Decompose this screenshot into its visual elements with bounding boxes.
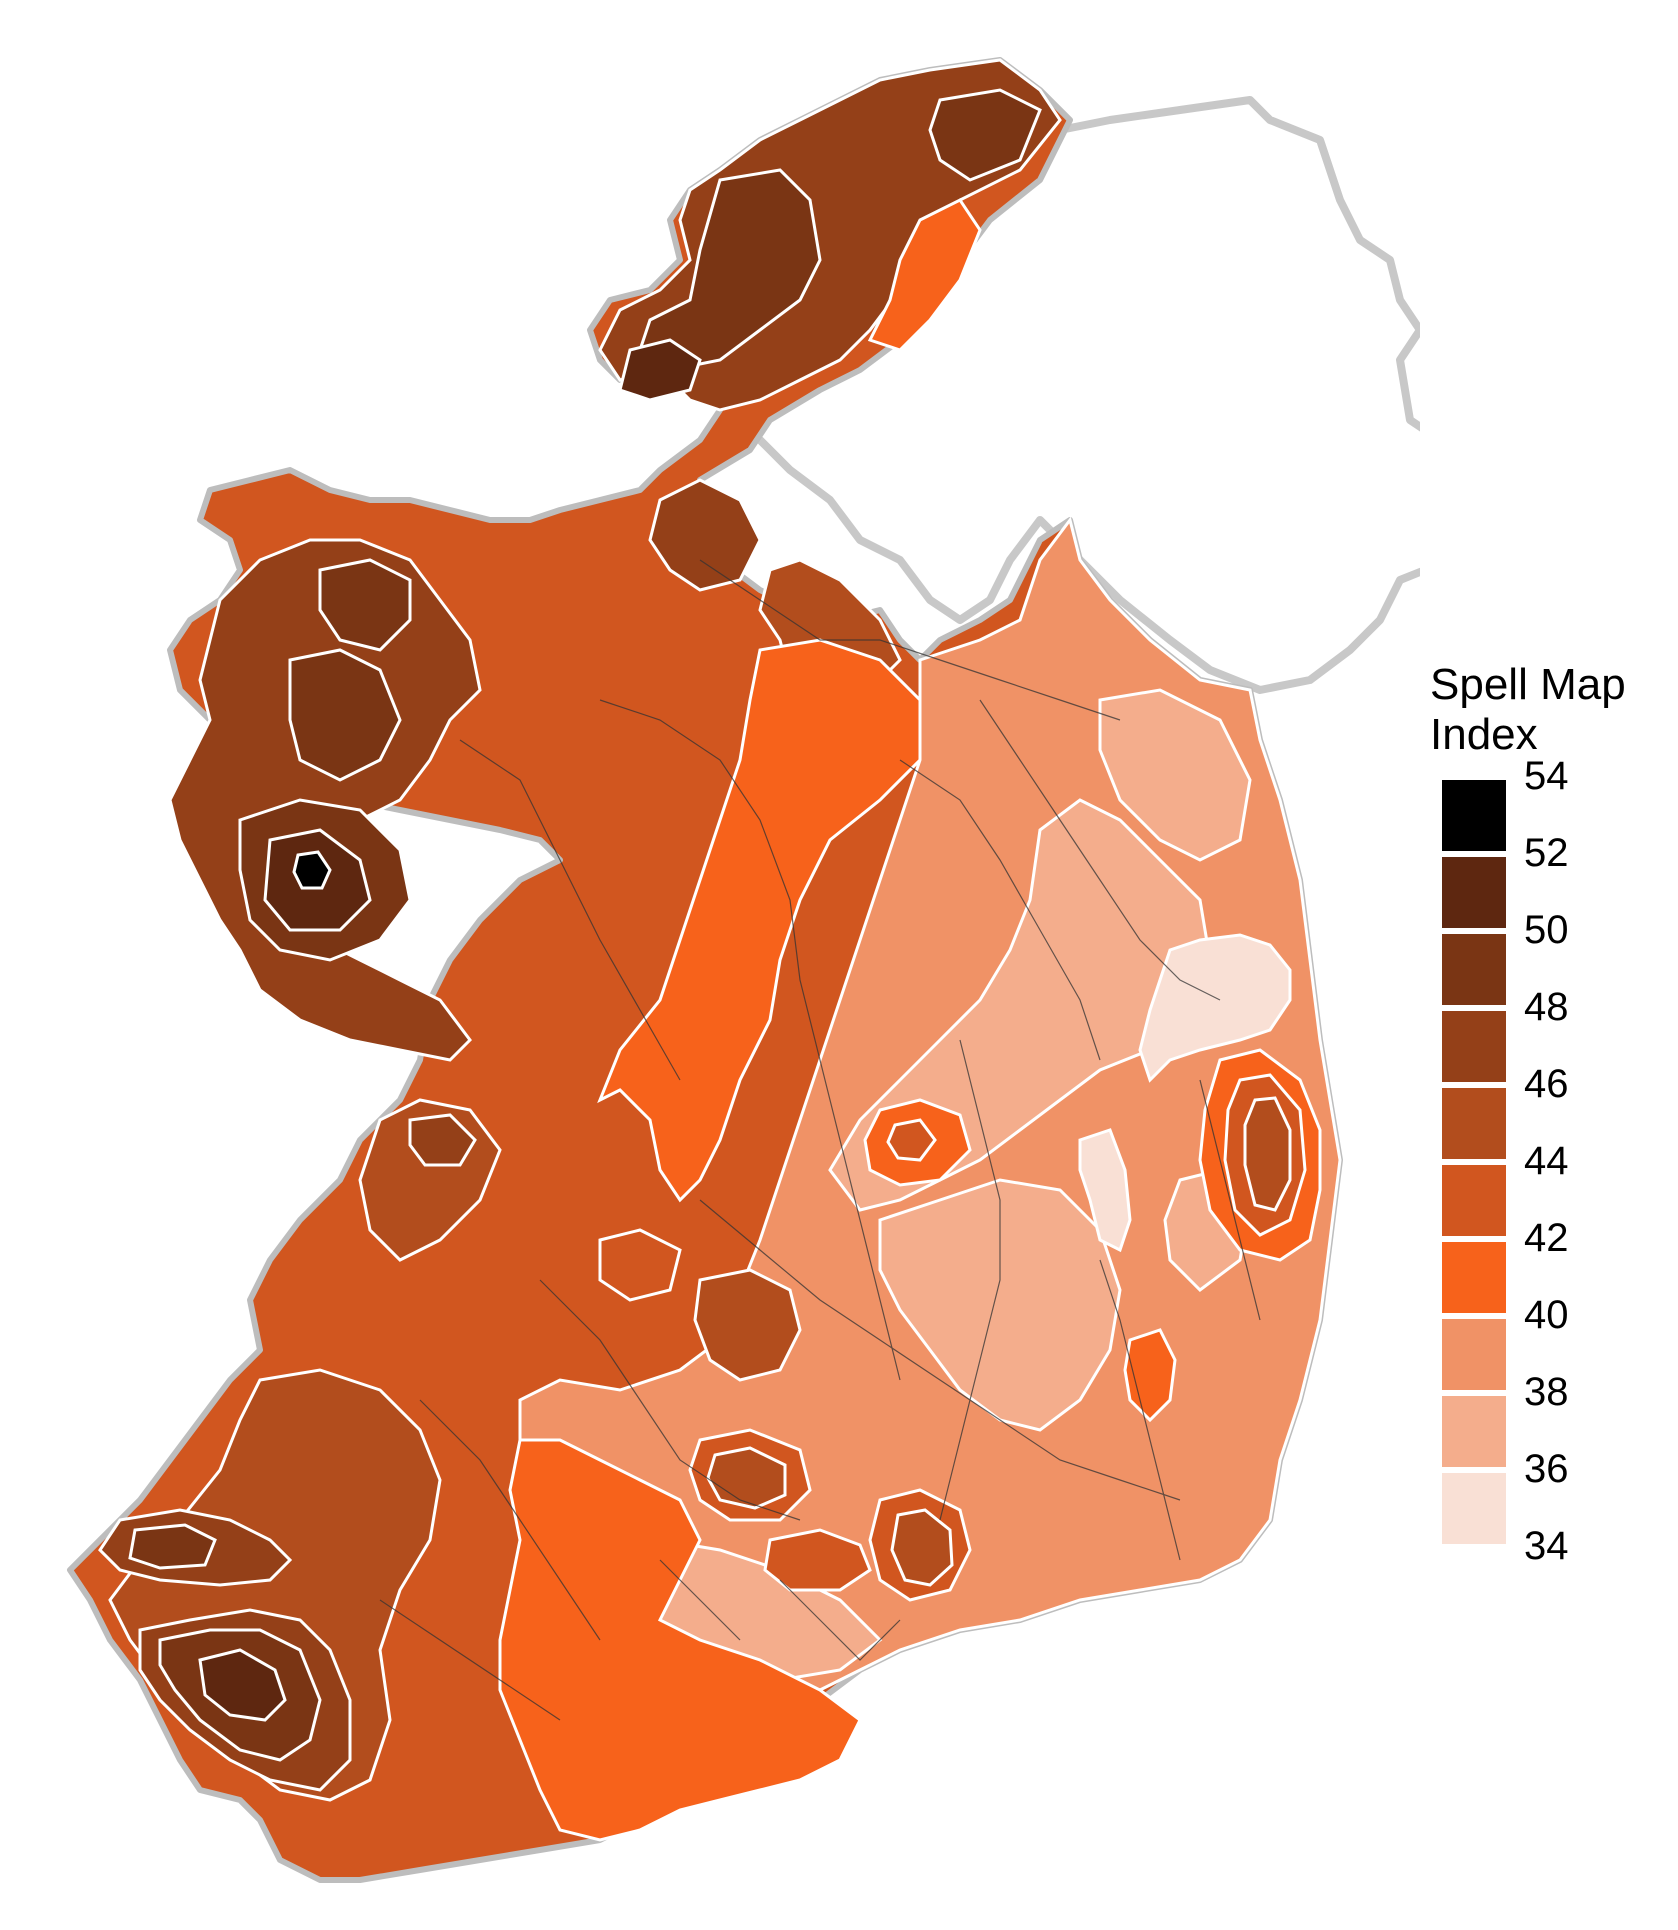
legend-tick-42: 42: [1524, 1216, 1569, 1260]
legend-swatch-52-54: [1442, 780, 1506, 854]
zone-48-50-donegal: [638, 168, 822, 372]
zone-52-54-mayo: [292, 850, 332, 890]
legend-title-line-1: Spell Map: [1430, 660, 1626, 709]
zone-36-38-south-midlands: [878, 1178, 1122, 1432]
zone-50-52-donegal: [618, 338, 702, 402]
zone-46-48-mayo: [168, 538, 482, 1062]
legend-title-line-2: Index: [1430, 710, 1538, 759]
zone-36-38-east: [1098, 688, 1252, 862]
zone-40-42-central: [597, 638, 922, 1203]
legend-swatch-48-50: [1442, 934, 1506, 1008]
legend-tick-36: 36: [1524, 1447, 1569, 1491]
zone-44-46-tipperary: [693, 1268, 802, 1382]
zone-48-50-mayo-west: [288, 648, 402, 782]
county-boundaries: [379, 559, 1261, 1721]
legend-swatch-34-36: [1442, 1473, 1506, 1547]
legend-tick-48: 48: [1524, 985, 1569, 1029]
legend-scale: 54 52 50 48 46 44 42 40 38 36 34: [1430, 756, 1670, 1576]
legend-swatch-36-38: [1442, 1396, 1506, 1470]
legend-tick-46: 46: [1524, 1062, 1569, 1106]
zone-48-50-inishowen: [928, 88, 1042, 182]
zone-44-46-comeragh: [890, 1508, 954, 1587]
legend-swatch-44-46: [1442, 1088, 1506, 1162]
zone-46-48-galway: [408, 1113, 477, 1167]
zone-34-36-kildare: [1078, 1128, 1132, 1253]
ireland-map: [67, 57, 1420, 1883]
legend: Spell Map Index 54 52 50 48 46 44 42 40 …: [1430, 660, 1670, 1576]
zone-40-42-cork: [498, 1438, 862, 1842]
legend-title: Spell Map Index: [1430, 660, 1670, 760]
legend-tick-54: 54: [1524, 754, 1569, 798]
zone-40-42-east-donegal: [867, 198, 982, 352]
zone-40-42-carlow: [1123, 1328, 1177, 1423]
legend-tick-52: 52: [1524, 831, 1569, 875]
legend-swatch-42-44: [1442, 1165, 1506, 1239]
legend-swatch-40-42: [1442, 1242, 1506, 1316]
legend-swatch-38-40: [1442, 1319, 1506, 1393]
legend-tick-38: 38: [1524, 1370, 1569, 1414]
zone-48-50-kerry-dingle: [128, 1523, 217, 1570]
legend-tick-34: 34: [1524, 1524, 1569, 1568]
zone-42-44-knockmealdown: [763, 1528, 872, 1592]
zone-50-52-kerry: [198, 1648, 287, 1722]
legend-swatch-50-52: [1442, 857, 1506, 931]
zone-44-46-wicklow: [1243, 1096, 1292, 1212]
legend-tick-50: 50: [1524, 908, 1569, 952]
zone-42-44-slieve-bloom: [886, 1118, 937, 1162]
legend-tick-44: 44: [1524, 1139, 1569, 1183]
zone-44-46-galtees: [706, 1446, 787, 1510]
legend-tick-40: 40: [1524, 1293, 1569, 1337]
zone-46-48-sligo: [648, 478, 762, 592]
zone-34-36-dublin: [1138, 933, 1292, 1083]
zone-48-50-mayo-north: [318, 558, 412, 652]
legend-swatch-46-48: [1442, 1011, 1506, 1085]
zone-42-44-clare: [598, 1228, 682, 1302]
